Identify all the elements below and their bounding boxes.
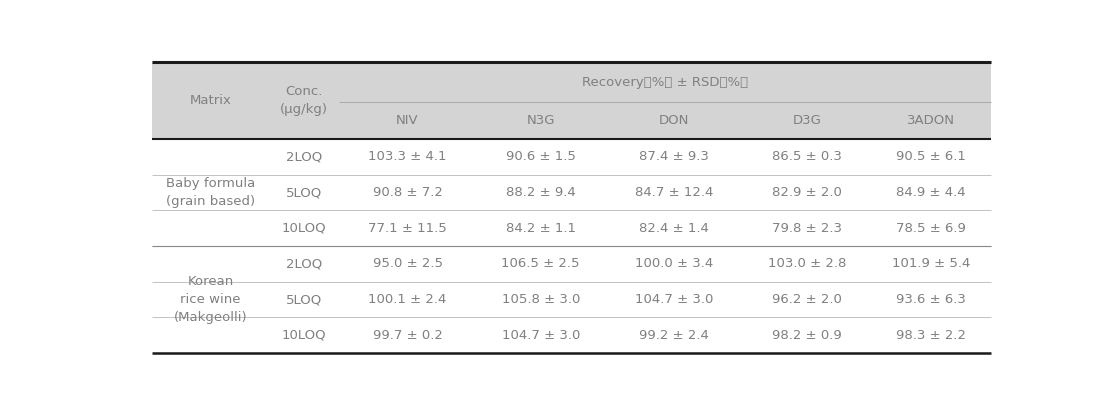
Text: 10LOQ: 10LOQ [281,222,326,235]
Text: 101.9 ± 5.4: 101.9 ± 5.4 [892,257,970,270]
Text: 84.7 ± 12.4: 84.7 ± 12.4 [634,186,714,199]
Text: 78.5 ± 6.9: 78.5 ± 6.9 [896,222,966,235]
Text: 77.1 ± 11.5: 77.1 ± 11.5 [368,222,447,235]
Text: 98.2 ± 0.9: 98.2 ± 0.9 [773,329,842,342]
Text: 79.8 ± 2.3: 79.8 ± 2.3 [772,222,842,235]
Text: 99.7 ± 0.2: 99.7 ± 0.2 [372,329,443,342]
Text: 96.2 ± 2.0: 96.2 ± 2.0 [772,293,842,306]
Text: NIV: NIV [396,114,419,127]
Text: 99.2 ± 2.4: 99.2 ± 2.4 [639,329,709,342]
Text: Korean
rice wine
(Makgeolli): Korean rice wine (Makgeolli) [174,275,248,324]
Text: 82.4 ± 1.4: 82.4 ± 1.4 [639,222,709,235]
Text: 103.0 ± 2.8: 103.0 ± 2.8 [768,257,846,270]
Text: 93.6 ± 6.3: 93.6 ± 6.3 [896,293,966,306]
Text: 5LOQ: 5LOQ [285,186,322,199]
Text: 90.6 ± 1.5: 90.6 ± 1.5 [506,150,575,164]
Text: 104.7 ± 3.0: 104.7 ± 3.0 [634,293,714,306]
Text: 86.5 ± 0.3: 86.5 ± 0.3 [772,150,842,164]
Text: 3ADON: 3ADON [906,114,954,127]
Text: 100.1 ± 2.4: 100.1 ± 2.4 [368,293,447,306]
Text: 2LOQ: 2LOQ [285,150,322,164]
Text: 104.7 ± 3.0: 104.7 ± 3.0 [502,329,580,342]
Text: 10LOQ: 10LOQ [281,329,326,342]
Text: 90.8 ± 7.2: 90.8 ± 7.2 [372,186,443,199]
Text: 105.8 ± 3.0: 105.8 ± 3.0 [502,293,580,306]
Text: 106.5 ± 2.5: 106.5 ± 2.5 [502,257,580,270]
Text: D3G: D3G [793,114,822,127]
Text: Recovery（%） ± RSD（%）: Recovery（%） ± RSD（%） [582,76,748,88]
Text: 100.0 ± 3.4: 100.0 ± 3.4 [634,257,712,270]
Text: 5LOQ: 5LOQ [285,293,322,306]
Text: Matrix: Matrix [190,94,232,107]
Text: 98.3 ± 2.2: 98.3 ± 2.2 [896,329,966,342]
Text: 82.9 ± 2.0: 82.9 ± 2.0 [772,186,842,199]
Text: 103.3 ± 4.1: 103.3 ± 4.1 [368,150,447,164]
Text: 88.2 ± 9.4: 88.2 ± 9.4 [506,186,575,199]
Text: 87.4 ± 9.3: 87.4 ± 9.3 [639,150,709,164]
Text: 84.2 ± 1.1: 84.2 ± 1.1 [506,222,575,235]
Text: 84.9 ± 4.4: 84.9 ± 4.4 [896,186,966,199]
Text: 90.5 ± 6.1: 90.5 ± 6.1 [896,150,966,164]
Text: Conc.
(μg/kg): Conc. (μg/kg) [280,85,328,116]
Text: Baby formula
(grain based): Baby formula (grain based) [166,177,255,208]
Text: DON: DON [659,114,689,127]
Text: N3G: N3G [526,114,555,127]
Text: 2LOQ: 2LOQ [285,257,322,270]
Text: 95.0 ± 2.5: 95.0 ± 2.5 [372,257,443,270]
